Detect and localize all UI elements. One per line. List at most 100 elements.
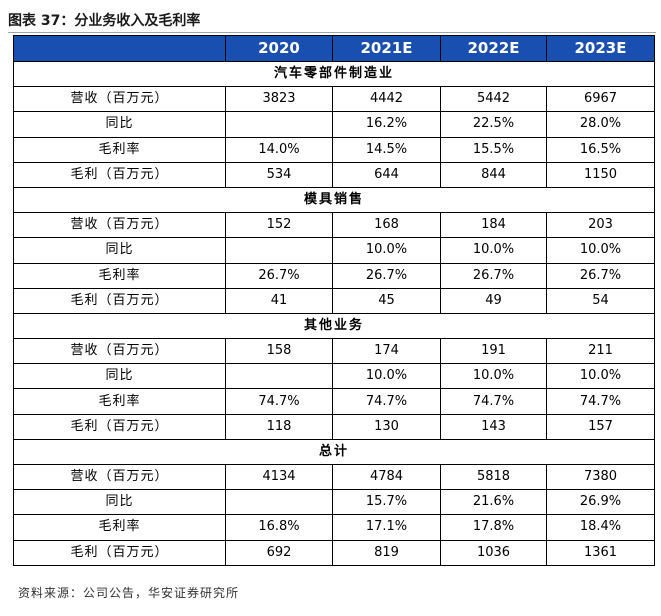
table-cell: 15.7%: [332, 489, 441, 516]
row-label: 同比: [13, 489, 226, 516]
table-row: 毛利率 14.0% 14.5% 15.5% 16.5%: [13, 136, 655, 163]
table-cell: 211: [546, 338, 655, 365]
table-cell: 4134: [225, 463, 333, 491]
table-cell: 45: [332, 287, 441, 314]
table-cell: 1150: [546, 161, 655, 188]
header-year-2023e: 2023E: [546, 35, 655, 62]
header-year-2020: 2020: [225, 35, 333, 62]
table-cell: 844: [440, 161, 547, 188]
row-label: 毛利率: [13, 136, 226, 163]
table-cell: 1361: [546, 539, 655, 566]
table-cell: 10.0%: [332, 237, 441, 264]
table-cell: 41: [225, 287, 333, 314]
table-cell: 14.5%: [332, 136, 441, 163]
table-row: 同比 10.0% 10.0% 10.0%: [13, 363, 655, 390]
table-cell: 7380: [546, 463, 655, 491]
section-title: 其他业务: [13, 312, 655, 340]
row-label: 毛利率: [13, 262, 226, 289]
row-label: 毛利（百万元）: [13, 161, 226, 188]
table-cell: 16.2%: [332, 111, 441, 138]
row-label: 营收（百万元）: [13, 86, 226, 113]
row-label: 同比: [13, 237, 226, 264]
table-row: 营收（百万元） 4134 4784 5818 7380: [13, 463, 655, 491]
table-cell: 10.0%: [440, 363, 547, 390]
table-row: 营收（百万元） 3823 4442 5442 6967: [13, 86, 655, 113]
table-cell: 17.8%: [440, 514, 547, 541]
table-row: 营收（百万元） 152 168 184 203: [13, 212, 655, 239]
table-cell: 4442: [332, 86, 441, 113]
table-cell: 184: [440, 212, 547, 239]
table-cell: 130: [332, 413, 441, 440]
table-cell: [225, 111, 333, 138]
table-cell: 74.7%: [546, 388, 655, 415]
table-cell: 21.6%: [440, 489, 547, 516]
row-label: 营收（百万元）: [13, 463, 226, 491]
table-cell: 17.1%: [332, 514, 441, 541]
row-label: 毛利（百万元）: [13, 539, 226, 566]
revenue-margin-table: 2020 2021E 2022E 2023E 汽车零部件制造业 营收（百万元） 38…: [13, 35, 655, 566]
table-cell: 692: [225, 539, 333, 566]
table-row: 毛利率 16.8% 17.1% 17.8% 18.4%: [13, 514, 655, 541]
table-cell: [225, 363, 333, 390]
table-row: 毛利率 26.7% 26.7% 26.7% 26.7%: [13, 262, 655, 289]
table-cell: 26.7%: [225, 262, 333, 289]
section-header-row: 总计: [13, 438, 655, 466]
table-cell: 10.0%: [546, 363, 655, 390]
table-cell: 6967: [546, 86, 655, 113]
row-label: 同比: [13, 363, 226, 390]
row-label: 毛利率: [13, 514, 226, 541]
table-cell: 14.0%: [225, 136, 333, 163]
table-cell: 10.0%: [546, 237, 655, 264]
table-cell: 5442: [440, 86, 547, 113]
table-row: 毛利率 74.7% 74.7% 74.7% 74.7%: [13, 388, 655, 415]
table-cell: 18.4%: [546, 514, 655, 541]
table-row: 毛利（百万元） 118 130 143 157: [13, 413, 655, 440]
table-cell: 10.0%: [440, 237, 547, 264]
table-cell: 74.7%: [332, 388, 441, 415]
row-label: 毛利（百万元）: [13, 413, 226, 440]
table-cell: 143: [440, 413, 547, 440]
header-year-2022e: 2022E: [440, 35, 547, 62]
table-cell: 203: [546, 212, 655, 239]
caption-divider: [8, 32, 656, 33]
table-cell: 74.7%: [225, 388, 333, 415]
table-cell: 157: [546, 413, 655, 440]
table-row: 毛利（百万元） 692 819 1036 1361: [13, 539, 655, 566]
section-header-row: 汽车零部件制造业: [13, 60, 655, 88]
table-cell: 54: [546, 287, 655, 314]
table-cell: 74.7%: [440, 388, 547, 415]
table-cell: 3823: [225, 86, 333, 113]
table-cell: 26.7%: [546, 262, 655, 289]
table-cell: 10.0%: [332, 363, 441, 390]
table-cell: [225, 237, 333, 264]
section-header-row: 模具销售: [13, 186, 655, 214]
table-cell: 168: [332, 212, 441, 239]
table-cell: 16.5%: [546, 136, 655, 163]
section-header-row: 其他业务: [13, 312, 655, 340]
table-cell: 5818: [440, 463, 547, 491]
table-row: 同比 10.0% 10.0% 10.0%: [13, 237, 655, 264]
table-row: 同比 16.2% 22.5% 28.0%: [13, 111, 655, 138]
table-cell: 819: [332, 539, 441, 566]
table-cell: [225, 489, 333, 516]
table-row: 营收（百万元） 158 174 191 211: [13, 338, 655, 365]
table-row: 同比 15.7% 21.6% 26.9%: [13, 489, 655, 516]
table-cell: 4784: [332, 463, 441, 491]
table-cell: 534: [225, 161, 333, 188]
previous-section-remnant: [0, 0, 661, 4]
table-cell: 28.0%: [546, 111, 655, 138]
table-cell: 118: [225, 413, 333, 440]
table-header-row: 2020 2021E 2022E 2023E: [13, 35, 655, 62]
table-row: 毛利（百万元） 41 45 49 54: [13, 287, 655, 314]
section-title: 模具销售: [13, 186, 655, 214]
section-title: 总计: [13, 438, 655, 466]
row-label: 营收（百万元）: [13, 212, 226, 239]
table-cell: 1036: [440, 539, 547, 566]
table-cell: 26.9%: [546, 489, 655, 516]
table-cell: 15.5%: [440, 136, 547, 163]
row-label: 同比: [13, 111, 226, 138]
table-cell: 26.7%: [440, 262, 547, 289]
figure-caption: 图表 37：分业务收入及毛利率: [8, 13, 201, 29]
table-cell: 174: [332, 338, 441, 365]
table-cell: 26.7%: [332, 262, 441, 289]
